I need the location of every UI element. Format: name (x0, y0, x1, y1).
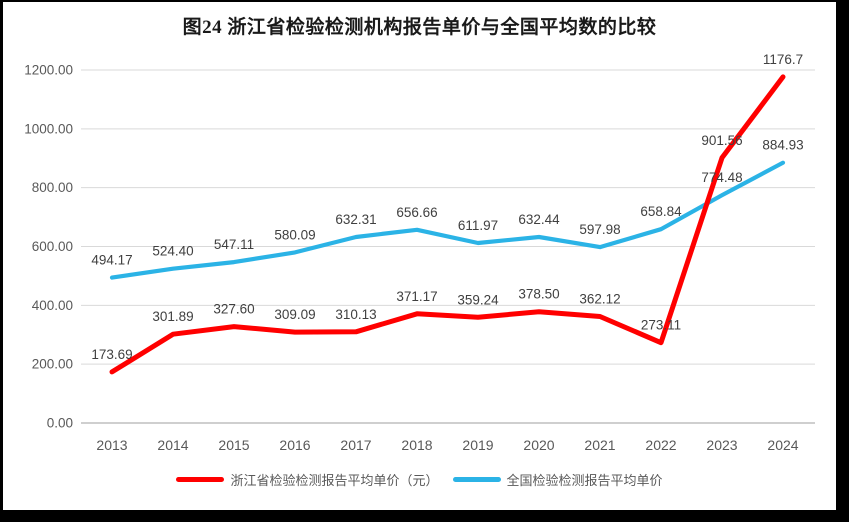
national-data-label: 611.97 (458, 218, 498, 233)
national-data-label: 774.48 (701, 170, 742, 185)
y-axis-tick-label: 800.00 (32, 180, 73, 195)
x-axis-tick-label: 2018 (401, 437, 432, 453)
zhejiang-data-label: 378.50 (518, 287, 559, 302)
national-data-label: 494.17 (91, 253, 132, 268)
zhejiang-data-label: 901.56 (701, 133, 742, 148)
zhejiang-data-label: 309.09 (274, 307, 315, 322)
y-axis-tick-label: 200.00 (32, 357, 73, 372)
zhejiang-data-label: 359.24 (457, 292, 499, 307)
y-axis-tick-label: 1000.00 (24, 121, 73, 136)
zhejiang-series-swatch (176, 477, 225, 482)
y-axis-tick-label: 600.00 (32, 239, 73, 254)
x-axis-tick-label: 2014 (157, 437, 188, 453)
y-axis-tick-label: 400.00 (32, 298, 73, 313)
national-data-label: 597.98 (579, 222, 620, 237)
zhejiang-data-label: 1176.7 (763, 52, 803, 67)
national-data-label: 632.31 (335, 212, 376, 227)
zhejiang-data-label: 371.17 (396, 289, 437, 304)
x-axis-tick-label: 2019 (462, 437, 493, 453)
zhejiang-data-label: 362.12 (579, 291, 620, 306)
x-axis-tick-label: 2017 (340, 437, 371, 453)
national-data-label: 524.40 (152, 244, 193, 259)
line-chart-plot-area: 0.00 200.00 400.00 600.00 800.00 1000.00 1200.… (24, 52, 815, 453)
zhejiang-series-line (109, 74, 786, 375)
x-axis-tick-label: 2015 (218, 437, 249, 453)
x-axis-tick-label: 2021 (584, 437, 615, 453)
zhejiang-data-label: 273.11 (641, 318, 681, 333)
x-axis-tick-label: 2023 (706, 437, 737, 453)
national-data-label: 580.09 (274, 227, 315, 242)
x-axis-tick-label: 2024 (767, 437, 798, 453)
y-axis-tick-label: 0.00 (47, 416, 73, 431)
x-axis-tick-label: 2016 (279, 437, 310, 453)
national-data-label: 632.44 (518, 212, 560, 227)
x-axis-tick-label: 2013 (96, 437, 127, 453)
legend-item-zhejiang: 浙江省检验检测报告平均单价（元） (176, 470, 439, 489)
national-data-label: 547.11 (214, 237, 254, 252)
x-axis-tick-label: 2020 (523, 437, 554, 453)
line-chart-container: 图24 浙江省检验检测机构报告单价与全国平均数的比较 0.00 200.00 400… (3, 2, 836, 510)
national-data-label: 656.66 (396, 205, 437, 220)
national-data-label: 884.93 (762, 138, 803, 153)
national-data-label: 658.84 (640, 204, 682, 219)
national-series-label: 全国检验检测报告平均单价 (506, 473, 663, 488)
zhejiang-data-label: 301.89 (152, 309, 193, 324)
x-axis-tick-label: 2022 (645, 437, 676, 453)
zhejiang-series-label: 浙江省检验检测报告平均单价（元） (230, 473, 439, 488)
zhejiang-data-label: 173.69 (91, 347, 132, 362)
y-axis-tick-label: 1200.00 (24, 63, 73, 78)
chart-title: 图24 浙江省检验检测机构报告单价与全国平均数的比较 (182, 17, 657, 38)
chart-legend: 浙江省检验检测报告平均单价（元） 全国检验检测报告平均单价 (3, 470, 836, 489)
national-series-swatch (452, 477, 501, 482)
zhejiang-data-label: 310.13 (335, 307, 376, 322)
national-series-line (109, 160, 786, 280)
zhejiang-data-label: 327.60 (213, 302, 254, 317)
legend-item-national: 全国检验检测报告平均单价 (452, 470, 663, 489)
